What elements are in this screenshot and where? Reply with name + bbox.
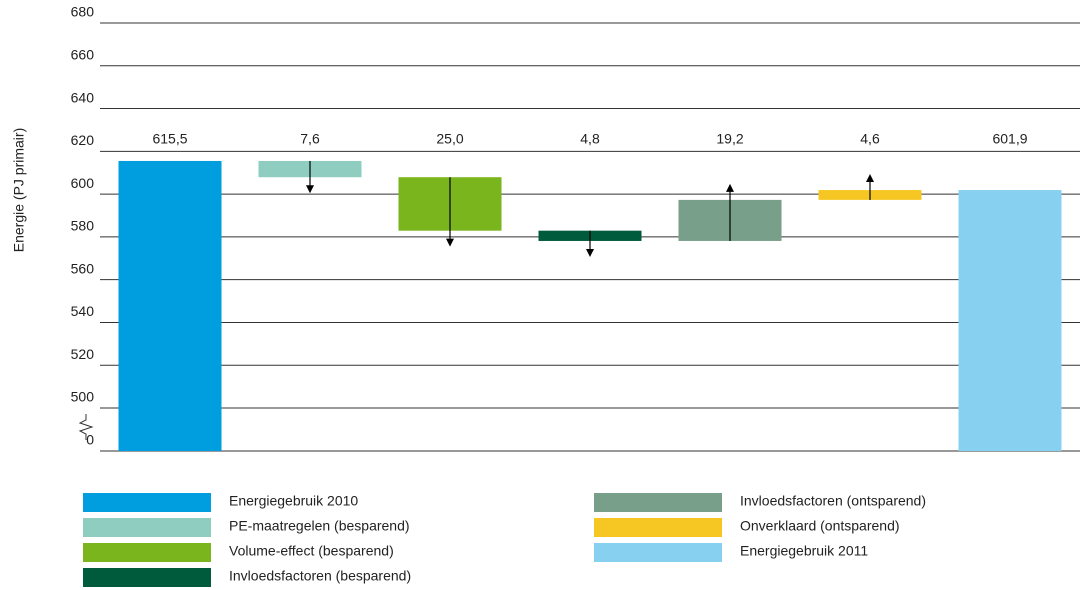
y-tick-label: 520: [71, 346, 95, 362]
y-tick-label: 680: [71, 4, 95, 20]
y-axis-title: Energie (PJ primair): [11, 128, 27, 252]
legend-swatch: [594, 493, 722, 512]
legend-swatch: [83, 493, 211, 512]
arrow-head: [306, 185, 314, 194]
value-label: 4,6: [860, 131, 880, 147]
arrow-head: [726, 183, 734, 192]
arrow-head: [586, 248, 594, 257]
legend-label: Onverklaard (ontsparend): [740, 518, 900, 534]
value-label: 7,6: [300, 131, 320, 147]
value-label: 601,9: [992, 131, 1027, 147]
legend-label: PE-maatregelen (besparend): [229, 518, 410, 534]
y-tick-label: 660: [71, 46, 95, 62]
y-tick-label: 600: [71, 175, 95, 191]
y-tick-label: 540: [71, 303, 95, 319]
y-tick-label: 500: [71, 389, 95, 405]
value-label: 19,2: [716, 131, 743, 147]
arrow-head: [446, 238, 454, 247]
legend-label: Invloedsfactoren (ontsparend): [740, 493, 926, 509]
value-label: 25,0: [436, 131, 463, 147]
legend-label: Volume-effect (besparend): [229, 543, 394, 559]
legend-swatch: [83, 568, 211, 587]
legend-label: Energiegebruik 2010: [229, 493, 358, 509]
y-tick-label: 640: [71, 89, 95, 105]
y-tick-label: 0: [86, 432, 94, 448]
legend-swatch: [83, 543, 211, 562]
bar: [958, 190, 1062, 451]
axis-break: [78, 414, 94, 440]
value-label: 4,8: [580, 131, 600, 147]
y-tick-label: 580: [71, 218, 95, 234]
legend-swatch: [594, 543, 722, 562]
legend-label: Energiegebruik 2011: [740, 543, 868, 559]
y-tick-label: 620: [71, 132, 95, 148]
arrow-head: [866, 174, 874, 183]
y-tick-label: 560: [71, 260, 95, 276]
legend-swatch: [83, 518, 211, 537]
bar: [118, 160, 222, 452]
legend-swatch: [594, 518, 722, 537]
legend-label: Invloedsfactoren (besparend): [229, 568, 411, 584]
value-label: 615,5: [152, 131, 187, 147]
